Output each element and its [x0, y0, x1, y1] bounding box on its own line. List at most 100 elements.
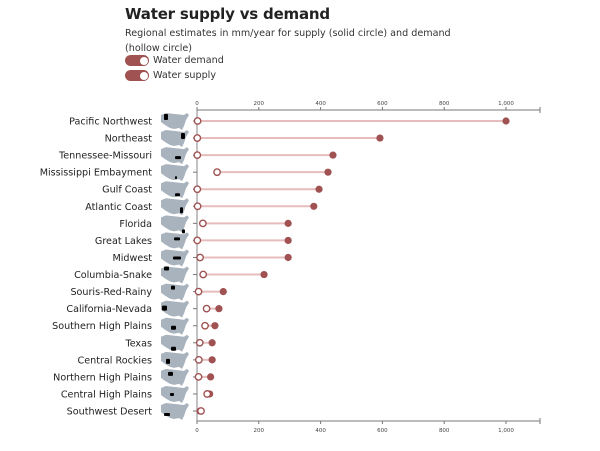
region-map-icon	[161, 351, 189, 369]
us-map-shape	[161, 266, 189, 284]
demand-point	[197, 407, 205, 415]
supply-point	[324, 168, 332, 176]
region-highlight	[170, 392, 174, 396]
category-label: Florida	[119, 219, 152, 230]
region-highlight	[182, 229, 185, 234]
row-northeast: Northeast	[105, 130, 384, 148]
row-florida: Florida	[119, 215, 292, 234]
region-map-icon	[161, 164, 189, 182]
region-map-icon	[161, 266, 189, 284]
row-texas: Texas	[124, 334, 216, 352]
demand-point	[194, 372, 203, 381]
region-map-icon	[161, 232, 189, 250]
legend-label: Water supply	[153, 70, 217, 81]
demand-point	[194, 287, 203, 296]
row-atlantic-coast: Atlantic Coast	[85, 198, 318, 216]
region-map-icon	[161, 130, 189, 148]
supply-point	[215, 305, 223, 313]
region-highlight	[168, 371, 173, 376]
x-tick-label: 200	[254, 428, 265, 434]
demand-point	[201, 321, 209, 330]
category-label: Central Rockies	[78, 355, 152, 366]
row-great-lakes: Great Lakes	[95, 232, 292, 250]
region-highlight	[175, 156, 181, 160]
demand-point	[194, 355, 203, 364]
row-columbia-snake: Columbia-Snake	[74, 266, 268, 284]
us-map-shape	[161, 385, 189, 403]
x-tick-label: 200	[254, 101, 265, 107]
row-souris-red-rainy: Souris-Red-Rainy	[70, 283, 227, 301]
supply-point	[329, 151, 337, 159]
row-southwest-desert: Southwest Desert	[67, 403, 205, 421]
category-label: Midwest	[112, 253, 152, 264]
supply-point	[219, 288, 227, 296]
toggle-switch[interactable]	[125, 55, 149, 66]
demand-point	[213, 168, 221, 177]
row-california-nevada: California-Nevada	[66, 300, 223, 318]
region-map-icon	[161, 300, 189, 318]
row-gulf-coast: Gulf Coast	[102, 181, 323, 199]
x-tick-label: 800	[439, 428, 450, 434]
category-label: Gulf Coast	[102, 185, 152, 196]
category-label: Southern High Plains	[52, 321, 152, 332]
row-mississippi-embayment: Mississippi Embayment	[40, 164, 332, 182]
region-highlight	[175, 193, 180, 197]
region-highlight	[171, 346, 176, 351]
region-highlight	[181, 133, 185, 140]
category-label: Columbia-Snake	[74, 270, 152, 281]
region-highlight	[171, 285, 175, 290]
us-map-shape	[161, 300, 189, 318]
supply-point	[310, 202, 318, 210]
supply-point	[206, 373, 215, 381]
us-map-shape	[161, 147, 189, 165]
region-highlight	[180, 207, 183, 214]
category-label: Atlantic Coast	[85, 202, 152, 213]
category-label: Mississippi Embayment	[40, 168, 153, 179]
legend-toggle-water-demand[interactable]: Water demand	[125, 55, 224, 66]
demand-point	[202, 304, 211, 313]
demand-point	[193, 185, 202, 194]
row-pacific-northwest: Pacific Northwest	[69, 113, 510, 130]
x-tick-label: 0	[195, 428, 199, 434]
region-highlight	[171, 325, 176, 330]
region-highlight	[166, 358, 170, 364]
x-tick-label: 1,000	[498, 428, 514, 434]
demand-point	[193, 134, 202, 142]
row-tennessee-missouri: Tennessee-Missouri	[58, 147, 337, 165]
demand-point	[198, 219, 207, 228]
region-map-icon	[161, 334, 189, 352]
region-highlight	[174, 237, 180, 241]
region-map-icon	[161, 113, 189, 130]
demand-point	[196, 253, 204, 262]
x-tick-label: 800	[439, 101, 450, 107]
x-tick-label: 1,000	[498, 101, 514, 107]
region-map-icon	[161, 181, 189, 199]
demand-point	[195, 338, 204, 347]
toggle-switch[interactable]	[125, 70, 149, 81]
row-central-high-plains: Central High Plains	[61, 385, 214, 403]
region-map-icon	[161, 385, 189, 403]
region-map-icon	[161, 403, 189, 421]
demand-point	[193, 151, 202, 160]
demand-point	[193, 202, 202, 211]
category-label: Central High Plains	[61, 389, 152, 400]
region-highlight	[164, 413, 170, 417]
region-map-icon	[161, 368, 189, 386]
demand-point	[203, 390, 212, 398]
supply-point	[260, 270, 268, 279]
x-tick-label: 600	[377, 428, 388, 434]
chart-title: Water supply vs demand	[125, 5, 330, 23]
category-label: Souris-Red-Rainy	[70, 287, 152, 298]
us-map-shape	[161, 198, 189, 216]
us-map-shape	[161, 164, 189, 182]
us-map-shape	[161, 351, 189, 369]
us-map-shape	[161, 403, 189, 421]
region-map-icon	[161, 249, 189, 267]
category-label: Northern High Plains	[53, 372, 152, 383]
legend-toggle-water-supply[interactable]: Water supply	[125, 70, 216, 81]
supply-point	[211, 322, 219, 330]
x-tick-label: 600	[377, 101, 388, 107]
category-label: Texas	[124, 338, 152, 349]
supply-point	[284, 253, 292, 262]
